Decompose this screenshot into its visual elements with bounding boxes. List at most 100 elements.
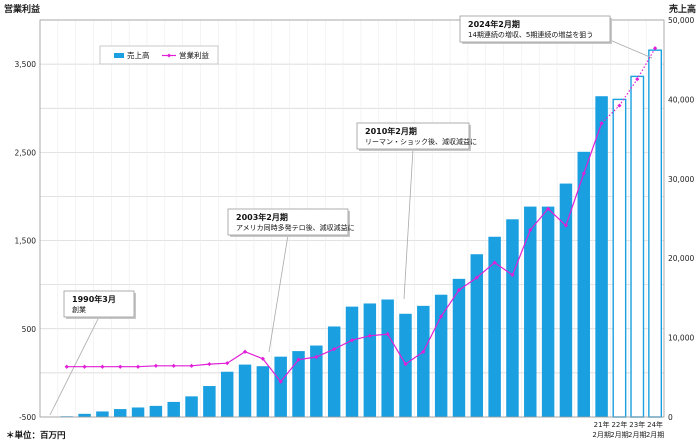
right-tick-label: 50,000 — [668, 16, 694, 25]
sales-bars — [60, 49, 663, 418]
sales-bar-forecast — [630, 75, 645, 418]
profit-point — [385, 331, 390, 337]
profit-point — [599, 121, 604, 126]
sales-bar — [256, 366, 270, 417]
profit-point — [635, 77, 640, 82]
profit-point — [563, 223, 569, 228]
annotation-pointer — [609, 39, 653, 59]
profit-point — [260, 356, 265, 361]
profit-point — [135, 364, 141, 369]
left-tick-label: 3,500 — [15, 60, 37, 69]
profit-point — [349, 338, 355, 343]
x-tick-label-period: 2月期 — [628, 431, 646, 439]
sales-bar — [149, 405, 163, 417]
right-tick-label: 30,000 — [668, 175, 694, 184]
sales-bar — [577, 151, 591, 417]
legend: 売上高 営業利益 — [99, 45, 219, 65]
annotation-text: 創業 — [72, 305, 86, 314]
profit-point — [189, 363, 194, 368]
x-tick-label-period: 2月期 — [610, 431, 628, 439]
legend-swatch-sales — [114, 53, 124, 58]
profit-point — [492, 260, 497, 265]
profit-point — [528, 227, 533, 233]
sales-bar — [203, 386, 216, 417]
profit-point — [171, 363, 176, 368]
annotation-box — [356, 122, 470, 150]
annotation-title: 2010年2月期 — [365, 126, 417, 136]
profit-line-forecast — [601, 47, 656, 124]
plot-frame — [39, 19, 665, 418]
sales-bar — [96, 411, 109, 417]
unit-label: ＊単位：百万円 — [6, 430, 66, 441]
left-tick-label: 1,500 — [15, 237, 37, 246]
profit-point — [314, 354, 319, 360]
legend-box — [99, 45, 219, 65]
x-tick-label-period: 2月期 — [592, 431, 610, 439]
sales-bar — [488, 236, 501, 417]
profit-point — [421, 349, 426, 354]
annotation-title: 2003年2月期 — [236, 212, 288, 222]
right-axis-title: 売上高 — [669, 3, 696, 15]
annotation-pointer — [49, 316, 100, 416]
profit-point — [510, 272, 515, 278]
legend-label-profit: 営業利益 — [179, 50, 209, 60]
legend-label-sales: 売上高 — [127, 50, 150, 60]
sales-bar — [345, 306, 359, 417]
profit-point — [64, 364, 69, 369]
sales-bar — [363, 303, 377, 417]
sales-bar — [131, 407, 145, 417]
right-tick-label: 40,000 — [668, 95, 694, 104]
profit-point — [242, 349, 248, 354]
x-tick-label-year: 23年 — [629, 420, 645, 429]
annotation-text: アメリカ同時多発テロ後、減収減益に — [236, 223, 355, 232]
annotation-pointer — [403, 148, 414, 300]
sales-bar — [220, 371, 234, 417]
profit-point — [100, 364, 105, 369]
left-axis-title: 営業利益 — [4, 3, 40, 15]
right-tick-label: 0 — [668, 413, 673, 422]
profit-point — [278, 379, 283, 384]
profit-point — [581, 171, 586, 176]
profit-point — [456, 287, 462, 293]
sales-bar-forecast — [648, 49, 663, 418]
axes: 営業利益 売上高-5005001,5002,5003,500010,00020,0… — [4, 3, 696, 439]
sales-bar — [185, 396, 198, 417]
sales-bar — [434, 294, 448, 417]
x-tick-label-period: 2月期 — [646, 431, 664, 439]
annotation-box — [459, 15, 611, 43]
right-tick-label: 20,000 — [668, 254, 694, 263]
sales-bar — [595, 96, 608, 417]
profit-point — [403, 361, 408, 367]
right-tick-label: 10,000 — [668, 334, 694, 343]
annotation-text: 14期連続の増収、5期連続の増益を狙う — [468, 30, 593, 39]
sales-bar — [524, 206, 537, 417]
sales-bar — [238, 364, 252, 417]
profit-point — [332, 346, 337, 352]
profit-point — [546, 206, 551, 211]
annotation-title: 1990年3月 — [72, 294, 116, 304]
annotation-text: リーマン・ショック後、減収減益に — [365, 137, 477, 146]
annotation-box — [227, 208, 349, 236]
left-tick-label: 2,500 — [15, 148, 37, 157]
left-tick-label: -500 — [19, 413, 36, 422]
annotation-box — [63, 290, 135, 318]
profit-point — [225, 361, 230, 366]
profit-point — [617, 103, 622, 108]
x-tick-label-year: 22年 — [611, 420, 627, 429]
legend-swatch-profit-marker — [167, 53, 171, 58]
profit-point — [474, 275, 479, 280]
x-tick-label-year: 21年 — [594, 420, 610, 429]
sales-bar — [310, 345, 323, 417]
sales-bar — [470, 254, 484, 417]
profit-point — [296, 357, 301, 362]
profit-point — [153, 363, 158, 368]
sales-bar — [559, 183, 573, 417]
annotation-pointers — [49, 39, 653, 416]
profit-point — [118, 364, 123, 369]
left-tick-label: 500 — [22, 325, 37, 334]
annotation-title: 2024年2月期 — [468, 19, 520, 29]
sales-bar — [167, 401, 180, 417]
sales-bar — [274, 356, 287, 417]
